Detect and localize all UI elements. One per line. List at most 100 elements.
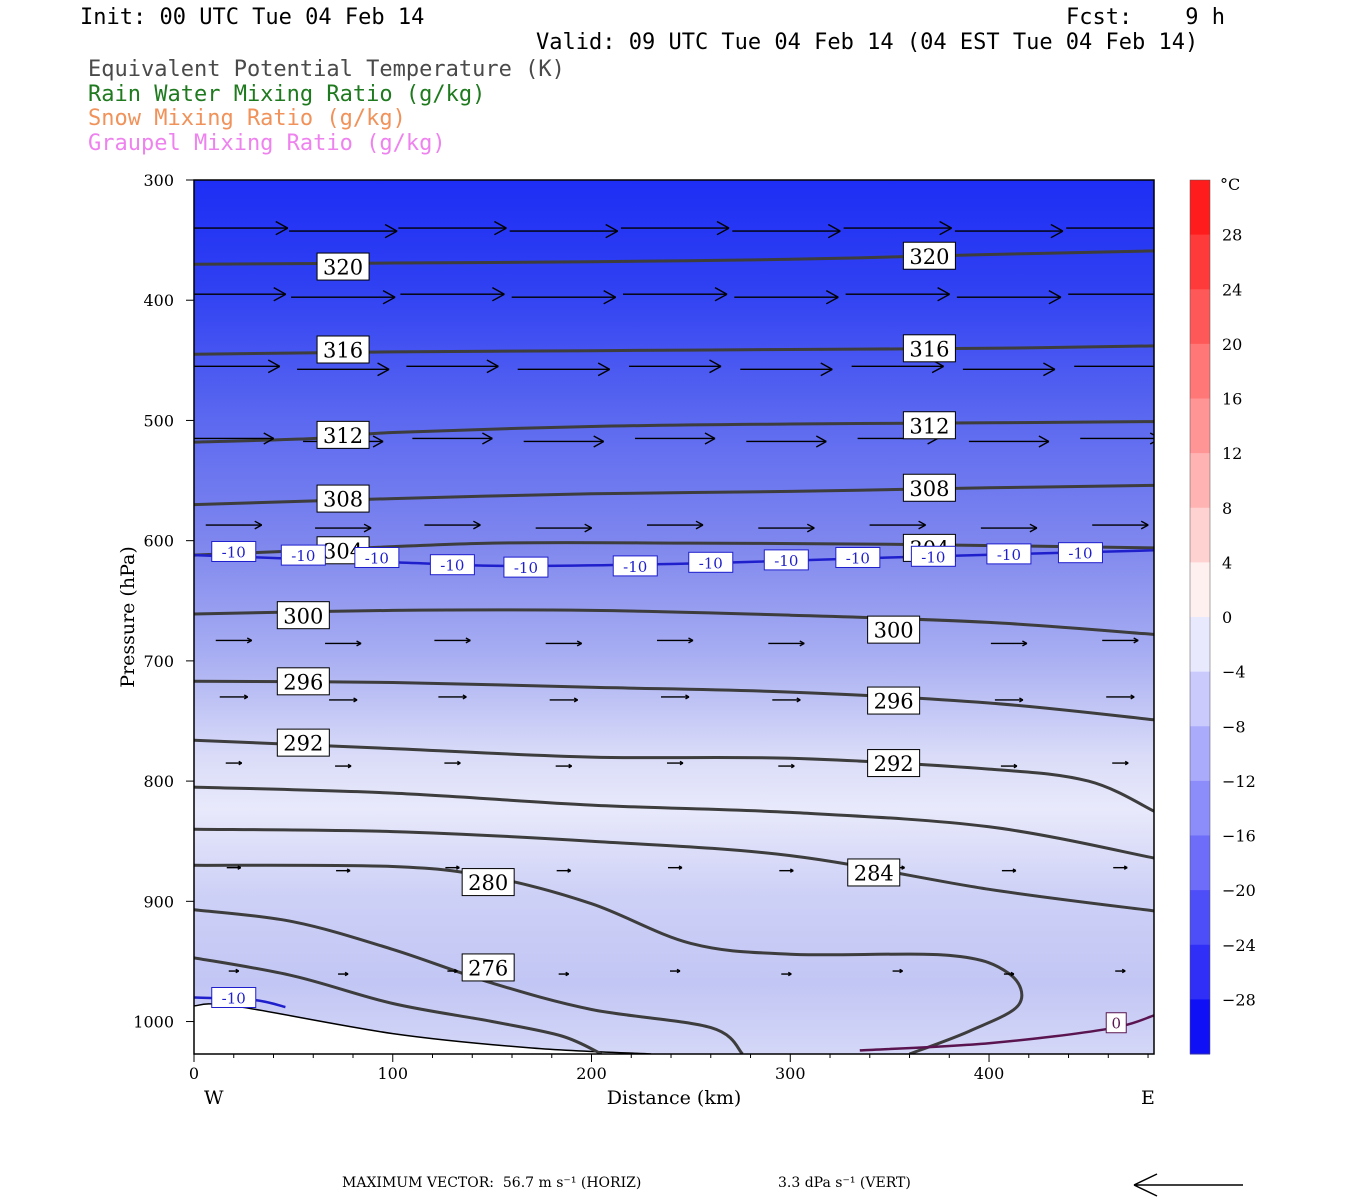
colorbar-segment [1190, 890, 1210, 946]
wind-vector [732, 223, 841, 239]
wind-vector [511, 289, 617, 305]
wind-vector [980, 523, 1038, 533]
legend-theta-e: Equivalent Potential Temperature (K) [88, 57, 565, 82]
colorbar-tick-label: 0 [1222, 608, 1232, 627]
wind-vector [406, 359, 499, 374]
theta-e-contour-292 [194, 738, 1154, 813]
theta-e-label-296: 296 [276, 667, 330, 696]
wind-vector [338, 971, 349, 977]
svg-text:280: 280 [468, 871, 508, 895]
temperature-label--10: -10 [503, 556, 549, 578]
x-tick-label: 100 [377, 1064, 408, 1083]
wind-vector [669, 968, 681, 974]
temperature-label--10: -10 [1057, 542, 1103, 564]
svg-text:-10: -10 [222, 989, 246, 1007]
valid-time: Valid: 09 UTC Tue 04 Feb 14 (04 EST Tue … [536, 30, 1199, 55]
y-tick-label: 300 [143, 171, 174, 190]
wind-vector [194, 359, 281, 374]
temperature-label-0: 0 [1105, 1012, 1127, 1034]
wind-vector [1000, 763, 1018, 769]
wind-vector [315, 523, 372, 533]
svg-text:-10: -10 [365, 549, 389, 567]
wind-vector [990, 640, 1028, 647]
colorbar-segment [1190, 726, 1210, 782]
svg-text:320: 320 [909, 245, 949, 269]
wind-vector [226, 865, 242, 870]
legend-snow: Snow Mixing Ratio (g/kg) [88, 106, 406, 131]
wind-vector [746, 435, 827, 448]
wind-vector [869, 520, 926, 530]
wind-vector [438, 694, 467, 700]
theta-e-label-308: 308 [902, 473, 956, 502]
wind-vector [398, 220, 507, 236]
wind-vector [734, 289, 839, 305]
colorbar-segment [1190, 671, 1210, 727]
wind-vector [194, 220, 289, 236]
plot-frame [193, 179, 1155, 1055]
colorbar-frame [1189, 179, 1211, 1055]
theta-e-label-296: 296 [867, 686, 921, 715]
wind-vector [956, 289, 1062, 305]
theta-e-contour-284 [194, 827, 1154, 913]
x-axis-title: Distance (km) [607, 1087, 742, 1109]
y-tick-label: 800 [143, 772, 174, 791]
wind-vector [968, 435, 1050, 448]
x-left-label: W [204, 1087, 224, 1109]
theta-e-label-308: 308 [316, 484, 370, 513]
wind-vector [845, 286, 950, 302]
wind-vector [994, 697, 1024, 703]
colorbar-segment [1190, 780, 1210, 836]
svg-text:300: 300 [283, 604, 323, 628]
temperature-label--10: -10 [688, 551, 734, 573]
wind-vector [205, 520, 263, 530]
colorbar-tick-label: −24 [1222, 936, 1256, 955]
theta-e-contour-300 [194, 608, 1154, 636]
wind-vector [646, 520, 704, 530]
wind-vector [962, 362, 1056, 377]
wind-vector [660, 694, 690, 700]
wind-vector [558, 971, 570, 977]
svg-text:0: 0 [1111, 1015, 1121, 1033]
wind-vector [772, 697, 801, 703]
wind-vector [412, 432, 493, 445]
wind-vector [549, 697, 579, 703]
wind-vector [336, 868, 351, 873]
svg-text:-10: -10 [440, 557, 464, 575]
reference-vector-arrow [1133, 1173, 1243, 1197]
wind-vector [758, 523, 815, 533]
x-right-label: E [1141, 1087, 1155, 1109]
theta-e-contour-296 [194, 679, 1154, 722]
x-tick-label: 0 [189, 1064, 199, 1083]
theta-e-label-312: 312 [316, 420, 370, 449]
wind-vector [517, 362, 611, 377]
wind-vector [194, 286, 287, 302]
theta-e-label-320: 320 [316, 252, 370, 281]
temperature-label--10: -10 [211, 540, 257, 562]
wind-vector [545, 640, 583, 647]
wind-vector [535, 523, 593, 533]
colorbar-tick-label: −12 [1222, 772, 1256, 791]
svg-text:-10: -10 [623, 558, 647, 576]
svg-text:-10: -10 [846, 549, 870, 567]
svg-text:300: 300 [874, 619, 914, 643]
wind-vector [1003, 971, 1015, 977]
wind-vector [779, 868, 794, 873]
colorbar-tick-label: −28 [1222, 990, 1256, 1009]
y-axis-title: Pressure (hPa) [117, 546, 139, 688]
colorbar-segment [1190, 944, 1210, 1000]
colorbar-segment [1190, 398, 1210, 454]
wind-vector [297, 362, 390, 377]
y-tick-label: 900 [143, 892, 174, 911]
colorbar-segment [1190, 180, 1210, 236]
colorbar-segment [1190, 835, 1210, 891]
colorbar-segment [1190, 234, 1210, 290]
colorbar-segment [1190, 453, 1210, 509]
colorbar-tick-label: 28 [1222, 226, 1242, 245]
wind-vector [666, 760, 684, 766]
svg-text:-10: -10 [699, 554, 723, 572]
wind-vector [325, 640, 362, 647]
colorbar-tick-label: 8 [1222, 499, 1232, 518]
temperature-shading [194, 180, 1154, 1054]
y-tick-label: 400 [143, 291, 174, 310]
